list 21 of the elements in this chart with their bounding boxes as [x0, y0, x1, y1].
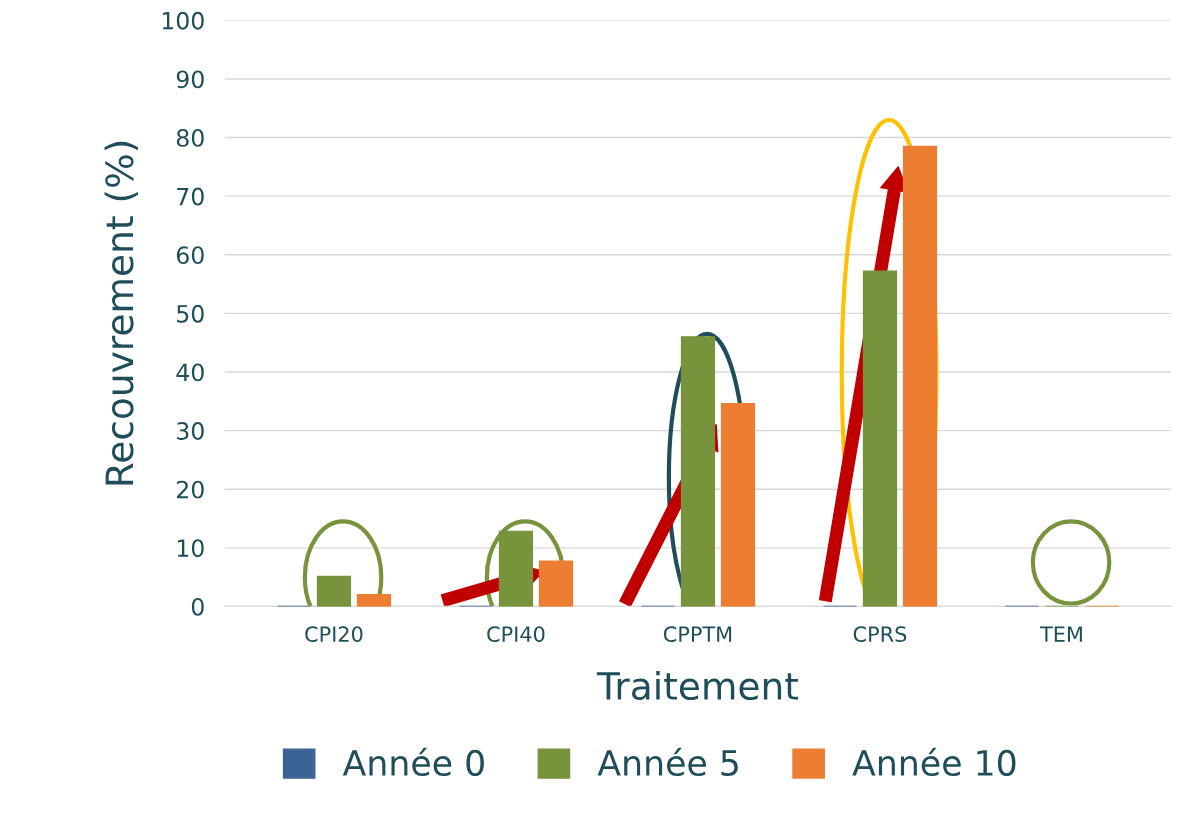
y-tick-label: 30 [177, 422, 204, 440]
legend-label: Année 10 [852, 747, 1016, 777]
x-axis-title: Traitement [596, 671, 799, 701]
x-tick-label: CPRS [853, 626, 907, 642]
x-tick-label: TEM [1039, 626, 1082, 642]
y-tick-label: 40 [176, 363, 204, 382]
y-tick-label: 60 [176, 246, 204, 265]
x-tick-label: CPI40 [487, 626, 545, 642]
x-tick-label: CPI20 [305, 626, 363, 642]
y-tick-label: 20 [177, 480, 204, 499]
y-tick-label: 0 [191, 597, 204, 616]
y-tick-label: 90 [176, 70, 204, 89]
y-axis-title: Recouvrement (%) [104, 141, 138, 485]
y-tick-label: 80 [176, 129, 204, 147]
legend-label: Année 5 [597, 747, 738, 777]
legend-label: Année 0 [342, 747, 484, 777]
y-tick-label: 70 [177, 187, 204, 206]
y-tick-label: 50 [177, 304, 204, 323]
x-tick-label: CPPTM [663, 626, 732, 642]
y-tick-label: 100 [162, 11, 204, 30]
y-tick-label: 10 [177, 539, 204, 558]
